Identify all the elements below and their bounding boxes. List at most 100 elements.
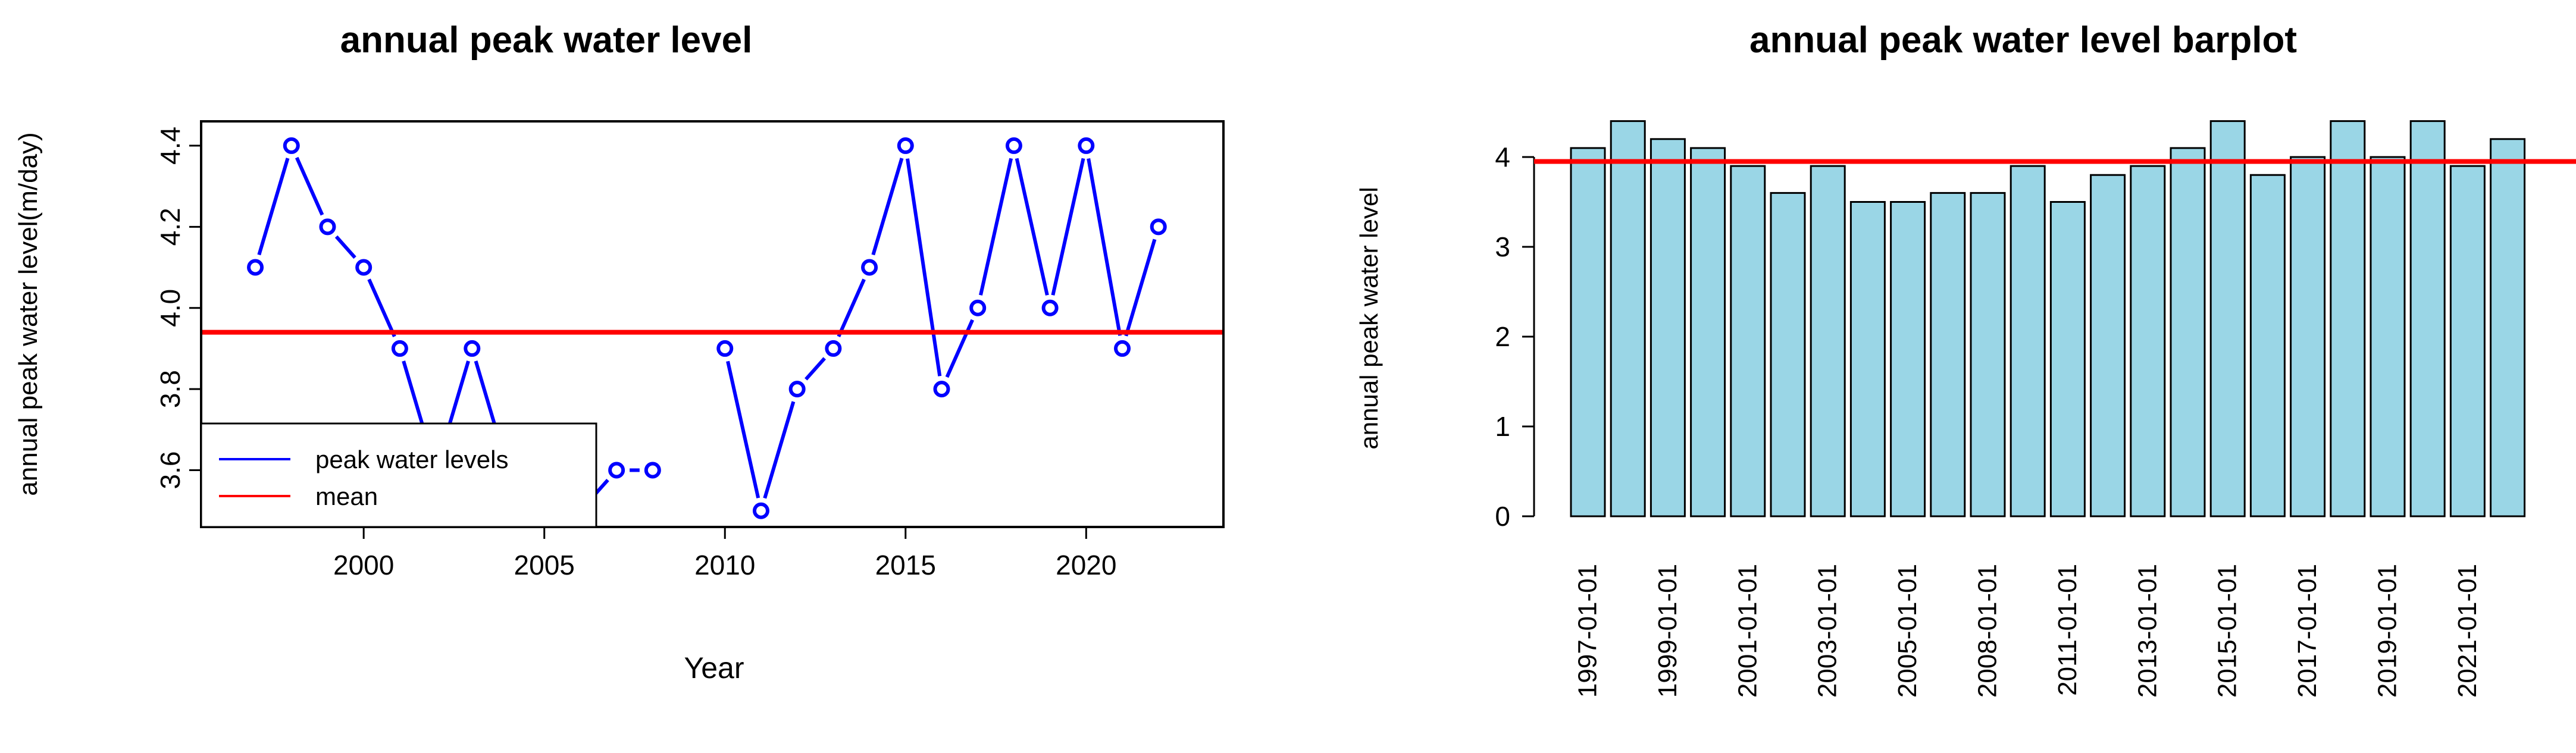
x-tick-label: 2015-01-01 xyxy=(2213,564,2242,698)
data-point xyxy=(716,340,734,357)
data-point xyxy=(1041,299,1059,316)
data-point xyxy=(788,381,806,398)
data-point xyxy=(319,218,336,236)
line-chart-title: annual peak water level xyxy=(340,20,753,61)
x-tick-label: 2005-01-01 xyxy=(1893,564,1922,698)
line-segment xyxy=(726,360,760,498)
bar xyxy=(2449,165,2486,517)
line-chart-plot-frame xyxy=(200,120,1225,528)
line-segment xyxy=(906,158,942,376)
x-tick-label: 2003-01-01 xyxy=(1813,564,1842,698)
y-tick-label: 4.2 xyxy=(155,208,186,246)
bar xyxy=(1890,201,1926,517)
bar-bars xyxy=(1570,120,2526,517)
bar xyxy=(1970,192,2006,517)
data-point xyxy=(1114,340,1131,357)
data-point xyxy=(1078,137,1095,154)
x-tick-label: 2010 xyxy=(694,550,755,581)
data-point xyxy=(897,137,914,154)
bar xyxy=(2010,165,2046,517)
bar xyxy=(2490,138,2526,517)
bar-chart-y-label: annual peak water level xyxy=(1355,187,1383,449)
line-segment xyxy=(763,401,796,499)
bar xyxy=(1610,120,1646,517)
y-tick-label: 3.6 xyxy=(155,451,186,490)
x-tick-label: 2019-01-01 xyxy=(2373,564,2402,698)
y-tick-label: 1 xyxy=(1495,411,1510,442)
bar xyxy=(2249,174,2286,517)
bar xyxy=(2170,147,2206,517)
legend-label-peak: peak water levels xyxy=(315,445,509,473)
line-segment xyxy=(979,158,1013,296)
x-tick-label: 2013-01-01 xyxy=(2133,564,2162,698)
x-tick-label: 2021-01-01 xyxy=(2453,564,2482,698)
line-chart-x-label: Year xyxy=(684,651,744,685)
bar xyxy=(1730,165,1766,517)
data-point xyxy=(825,340,842,357)
legend-box xyxy=(200,422,597,528)
bar xyxy=(1690,147,1726,517)
x-tick-label: 2005 xyxy=(514,550,575,581)
data-point xyxy=(464,340,481,357)
data-point xyxy=(391,340,408,357)
line-x-ticks: 2000 2005 2010 2015 2020 xyxy=(333,527,1116,581)
bar xyxy=(2209,120,2246,517)
x-tick-label: 2001-01-01 xyxy=(1733,564,1762,698)
x-tick-label: 1999-01-01 xyxy=(1653,564,1682,698)
line-segment xyxy=(1015,158,1049,296)
x-tick-label: 1997-01-01 xyxy=(1573,564,1602,698)
x-tick-label: 2000 xyxy=(333,550,394,581)
data-point xyxy=(861,259,878,276)
bar xyxy=(2049,201,2086,517)
data-point xyxy=(969,299,987,316)
bar xyxy=(1849,201,1886,517)
line-segment xyxy=(334,235,356,259)
y-tick-label: 4.4 xyxy=(155,127,186,165)
data-point xyxy=(283,137,300,154)
bar-y-ticks: 0 1 2 3 4 xyxy=(1495,142,1535,532)
x-tick-label: 2008-01-01 xyxy=(1973,564,2002,698)
line-series xyxy=(247,137,1167,519)
x-tick-label: 2020 xyxy=(1056,550,1116,581)
data-point xyxy=(247,259,264,276)
data-point xyxy=(1005,137,1022,154)
legend-label-mean: mean xyxy=(315,482,378,510)
data-point xyxy=(752,502,769,519)
bar xyxy=(2330,120,2366,517)
y-tick-label: 4 xyxy=(1495,142,1510,172)
line-segment xyxy=(1051,158,1085,296)
bar xyxy=(1930,192,1966,517)
bar-x-labels: 1997-01-01 1999-01-01 2001-01-01 2003-01-01… xyxy=(1573,564,2482,698)
y-tick-label: 2 xyxy=(1495,321,1510,352)
y-tick-label: 4.0 xyxy=(155,289,186,327)
y-tick-label: 0 xyxy=(1495,501,1510,532)
line-segment xyxy=(837,278,866,338)
line-chart-y-label: annual peak water level(m/day) xyxy=(14,132,43,495)
line-y-ticks: 3.6 3.8 4.0 4.2 4.4 xyxy=(155,127,201,490)
line-segment xyxy=(257,158,290,256)
line-segment xyxy=(871,158,904,256)
line-segment xyxy=(1124,239,1157,337)
bar xyxy=(2370,156,2406,517)
data-point xyxy=(355,259,373,276)
line-segment xyxy=(1087,158,1122,336)
data-point xyxy=(1150,218,1167,236)
line-segment xyxy=(805,357,826,381)
bar xyxy=(2090,174,2126,517)
x-tick-label: 2015 xyxy=(875,550,936,581)
line-chart: annual peak water level 3.63.84.04.24.4 … xyxy=(14,20,1225,685)
bar xyxy=(2290,156,2326,517)
x-tick-label: 2017-01-01 xyxy=(2293,564,2322,698)
bar xyxy=(2409,120,2446,517)
y-tick-label: 3.8 xyxy=(155,370,186,408)
data-point xyxy=(608,462,625,479)
x-tick-label: 2011-01-01 xyxy=(2053,564,2082,696)
bar xyxy=(2130,165,2166,517)
line-segment xyxy=(367,278,396,338)
line-chart-legend: peak water levels mean xyxy=(200,422,597,528)
line-segment xyxy=(295,156,324,216)
y-tick-label: 3 xyxy=(1495,231,1510,262)
bar xyxy=(1649,138,1686,517)
bar-chart: annual peak water level barplot annual p… xyxy=(1355,20,2576,698)
bar xyxy=(1810,165,1846,517)
